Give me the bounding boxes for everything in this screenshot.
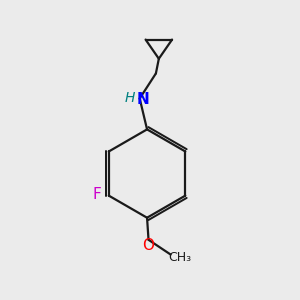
Text: O: O	[142, 238, 154, 253]
Text: H: H	[125, 91, 136, 105]
Text: F: F	[92, 187, 101, 202]
Text: N: N	[136, 92, 149, 107]
Text: CH₃: CH₃	[168, 251, 191, 264]
